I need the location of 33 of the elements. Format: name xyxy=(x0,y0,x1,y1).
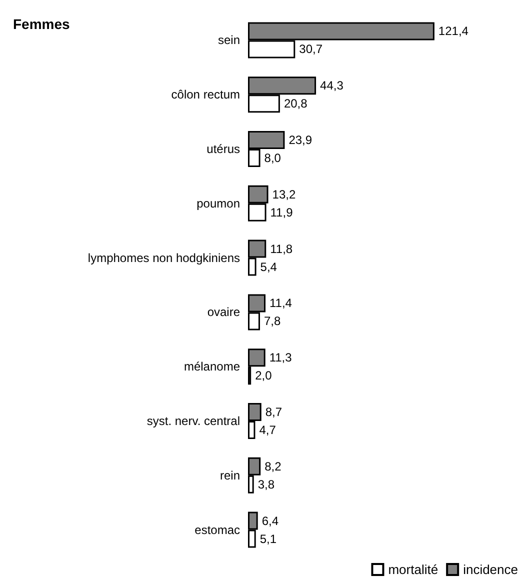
y-tick-label: poumon xyxy=(196,196,240,210)
data-label: 5,1 xyxy=(260,532,277,546)
data-label: 7,8 xyxy=(264,314,281,328)
y-tick-label: estomac xyxy=(194,522,240,537)
data-label: 3,8 xyxy=(258,477,275,492)
y-tick-label: syst. nerv. central xyxy=(146,414,240,428)
y-tick-label: sein xyxy=(218,33,240,48)
data-label: 44,3 xyxy=(320,78,344,93)
data-label: 11,9 xyxy=(270,205,294,220)
text: Femmes xyxy=(13,16,70,32)
y-tick-label: côlon rectum xyxy=(171,88,240,102)
data-label: 6,4 xyxy=(262,514,279,528)
data-label: 23,9 xyxy=(288,133,312,147)
data-label: 11,4 xyxy=(270,296,292,310)
y-tick-label: lymphomes non hodgkiniens xyxy=(88,250,240,265)
data-label: 11,8 xyxy=(270,242,293,256)
data-label: 2,0 xyxy=(255,368,272,383)
data-label: 11,3 xyxy=(269,350,292,365)
y-tick-label: utérus xyxy=(206,142,240,156)
y-tick-label: ovaire xyxy=(207,305,240,320)
data-label: 8,0 xyxy=(264,151,282,165)
data-label: 20,8 xyxy=(284,96,308,111)
data-label: 5,4 xyxy=(260,260,278,274)
data-label: 8,7 xyxy=(265,405,282,419)
data-label: 4,7 xyxy=(259,423,276,437)
legend-label: incidence xyxy=(463,562,518,577)
data-label: 13,2 xyxy=(272,187,296,202)
y-tick-label: rein xyxy=(220,468,240,482)
data-label: 8,2 xyxy=(264,459,282,474)
data-label: 30,7 xyxy=(299,42,323,56)
legend-label: mortalité xyxy=(388,562,438,577)
y-tick-label: mélanome xyxy=(184,360,240,374)
data-label: 121,4 xyxy=(438,24,469,38)
